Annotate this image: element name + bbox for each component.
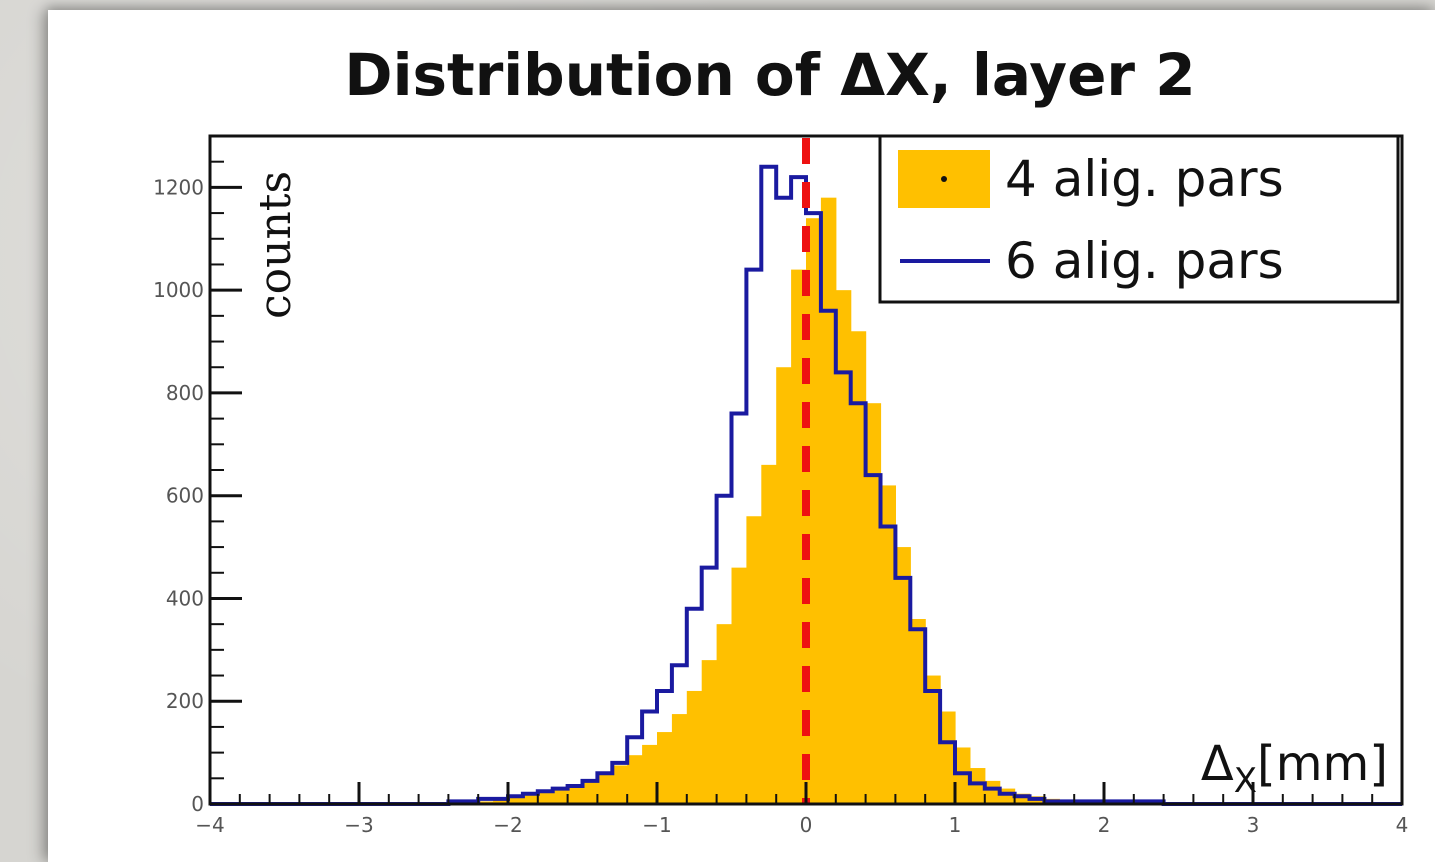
x-tick-label: 4 — [1396, 813, 1409, 837]
histogram-bar — [657, 732, 673, 804]
histogram-bar — [865, 403, 882, 804]
histogram-bar — [716, 624, 733, 804]
histogram-bar — [910, 619, 926, 804]
histogram-bar — [701, 660, 718, 804]
histogram-bar — [969, 768, 986, 804]
x-tick-label: 3 — [1247, 813, 1260, 837]
legend: 4 alig. pars 6 alig. pars — [878, 134, 1400, 304]
histogram-bar — [820, 197, 837, 804]
histogram-bar — [731, 567, 747, 804]
y-tick-label: 600 — [166, 484, 204, 508]
histogram-bar — [880, 485, 896, 804]
histogram-bar — [508, 796, 524, 804]
x-tick-label: −3 — [344, 813, 373, 837]
x-tick-label: 1 — [949, 813, 962, 837]
y-tick-label: 400 — [166, 586, 204, 610]
histogram-bar — [552, 788, 569, 804]
y-tick-label: 800 — [166, 381, 204, 405]
y-axis-label: counts — [250, 171, 301, 319]
histogram-bar — [671, 714, 688, 804]
histogram-bar — [537, 791, 554, 804]
legend-marker-dot — [941, 176, 947, 182]
histogram-bar — [522, 793, 539, 804]
legend-label-6-alig-pars: 6 alig. pars — [1005, 232, 1284, 290]
y-tick-label: 200 — [166, 689, 204, 713]
y-tick-label: 1000 — [153, 278, 204, 302]
histogram-bar — [686, 690, 703, 804]
histogram-bar — [835, 290, 852, 805]
x-tick-label: 2 — [1098, 813, 1111, 837]
histogram-bar — [627, 755, 643, 804]
histogram-bar — [597, 773, 613, 804]
x-tick-label: 0 — [800, 813, 813, 837]
histogram-bar — [776, 367, 792, 804]
y-tick-label: 0 — [191, 792, 204, 816]
x-tick-label: −2 — [493, 813, 522, 837]
histogram-bar — [940, 711, 956, 804]
histogram-bar — [895, 547, 911, 804]
histogram-bar — [493, 798, 509, 804]
y-tick-label: 1200 — [153, 175, 204, 199]
histogram-bar — [761, 464, 777, 804]
histogram-bar — [850, 331, 867, 804]
histogram-bar — [955, 747, 971, 804]
histogram-bar — [642, 744, 658, 804]
histogram-bar — [567, 786, 584, 804]
x-axis-label: ΔX[mm] — [1201, 736, 1388, 801]
legend-label-4-alig-pars: 4 alig. pars — [1005, 150, 1284, 208]
axes: 0 200 400 600 800 1000 1200 −4 −3 −2 −1 0 1 2 3 4 — [153, 135, 1409, 837]
histogram-bar — [925, 675, 941, 804]
histogram-bar — [612, 765, 628, 804]
x-tick-label: −1 — [642, 813, 671, 837]
x-tick-label: −4 — [195, 813, 224, 837]
histogram-bar — [1014, 793, 1031, 804]
histogram-bar — [582, 780, 598, 804]
histogram-bar — [746, 516, 762, 804]
chart-title: Distribution of ΔX, layer 2 — [344, 41, 1195, 109]
